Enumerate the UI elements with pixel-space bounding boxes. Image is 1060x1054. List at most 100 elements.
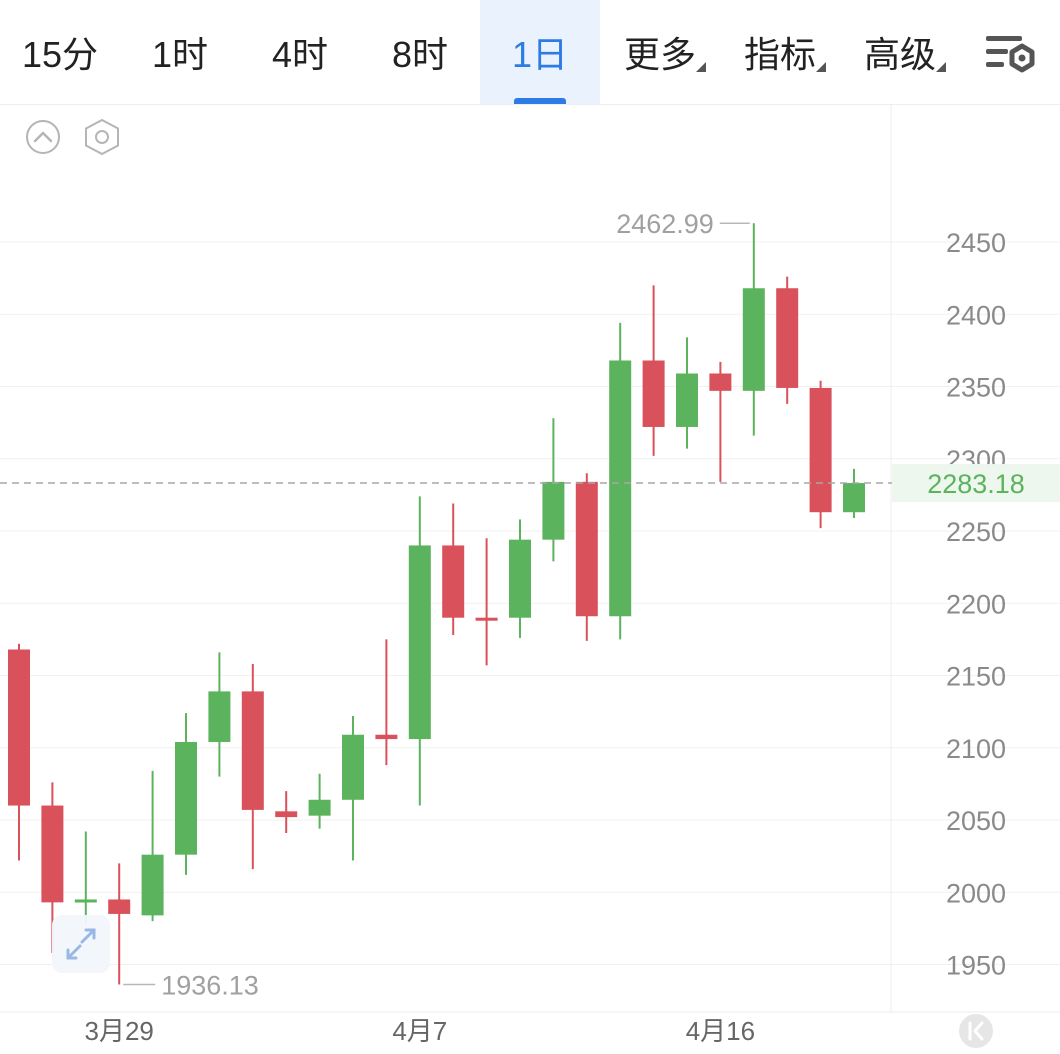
y-tick-label: 2000 bbox=[946, 878, 1006, 908]
candle bbox=[241, 663, 264, 870]
tab-label: 1时 bbox=[151, 34, 209, 75]
candle-body bbox=[442, 545, 465, 618]
tab-label: 15分 bbox=[21, 34, 99, 75]
dropdown-corner-icon bbox=[936, 62, 946, 72]
tab-more[interactable]: 更多 bbox=[600, 0, 720, 104]
y-tick-label: 2250 bbox=[946, 517, 1006, 547]
tab-8hour[interactable]: 8时 bbox=[360, 0, 480, 104]
scroll-to-latest-icon bbox=[968, 1021, 984, 1041]
y-tick-label: 2450 bbox=[946, 228, 1006, 258]
candle-body bbox=[542, 481, 565, 540]
candle bbox=[809, 380, 832, 529]
candle-body bbox=[175, 741, 197, 855]
candle-body bbox=[609, 360, 632, 617]
y-tick-label: 2100 bbox=[946, 734, 1006, 764]
scroll-to-latest-button[interactable] bbox=[959, 1014, 993, 1048]
candle-body bbox=[642, 360, 665, 427]
candle bbox=[141, 770, 164, 922]
dropdown-corner-icon bbox=[696, 62, 706, 72]
candle-body bbox=[342, 734, 364, 800]
current-price-label: 2283.18 bbox=[927, 469, 1025, 499]
candle-body bbox=[742, 288, 765, 391]
candle-body bbox=[843, 483, 865, 513]
candle-body bbox=[375, 734, 398, 740]
candle bbox=[375, 639, 398, 766]
tab-indicators[interactable]: 指标 bbox=[720, 0, 840, 104]
candle bbox=[342, 715, 364, 861]
expand-icon bbox=[66, 928, 96, 960]
x-tick-label: 4月16 bbox=[686, 1016, 755, 1046]
hexagon-settings-icon[interactable] bbox=[82, 118, 122, 156]
fullscreen-button[interactable] bbox=[52, 915, 110, 973]
candle bbox=[442, 503, 465, 636]
chart-settings-icon[interactable] bbox=[982, 30, 1038, 78]
candle bbox=[175, 713, 197, 875]
candle bbox=[776, 276, 799, 404]
tab-advanced[interactable]: 高级 bbox=[840, 0, 960, 104]
current-price-tag bbox=[892, 464, 1060, 503]
candle bbox=[108, 863, 131, 985]
y-tick-label: 2050 bbox=[946, 806, 1006, 836]
candle bbox=[408, 496, 431, 806]
candle bbox=[208, 652, 231, 777]
candle bbox=[74, 831, 97, 925]
x-tick-label: 3月29 bbox=[85, 1016, 154, 1046]
candle-body bbox=[776, 288, 799, 388]
y-tick-label: 2400 bbox=[946, 300, 1006, 330]
candle bbox=[642, 285, 665, 456]
y-tick-label: 2350 bbox=[946, 373, 1006, 403]
candle bbox=[575, 473, 598, 641]
candle-body bbox=[275, 811, 298, 818]
timeframe-toolbar: 15分 1时 4时 8时 1日 更多 指标 高级 bbox=[0, 0, 1060, 105]
candle-body bbox=[509, 539, 531, 618]
dropdown-corner-icon bbox=[816, 62, 826, 72]
fullscreen-button-bg bbox=[52, 915, 110, 973]
candle bbox=[475, 538, 498, 666]
tab-1day[interactable]: 1日 bbox=[480, 0, 600, 104]
candle-body bbox=[809, 387, 832, 513]
candle-body bbox=[241, 691, 264, 810]
candle bbox=[308, 773, 331, 829]
candle-body bbox=[74, 899, 97, 903]
y-tick-label: 2200 bbox=[946, 589, 1006, 619]
chart-overlay: 2462.99 1936.13 2283.18 bbox=[0, 209, 1060, 1001]
tab-label: 指标 bbox=[743, 34, 816, 75]
candle bbox=[709, 361, 732, 482]
tab-label: 4时 bbox=[271, 34, 329, 75]
candles bbox=[8, 223, 865, 985]
tab-1hour[interactable]: 1时 bbox=[120, 0, 240, 104]
candle-body bbox=[709, 373, 732, 391]
y-tick-label: 2150 bbox=[946, 662, 1006, 692]
min-price-label: 1936.13 bbox=[161, 971, 259, 1001]
candle bbox=[609, 322, 632, 640]
price-axis: 1950200020502100215022002250230023502400… bbox=[946, 228, 1006, 981]
tab-label: 1日 bbox=[511, 34, 569, 75]
tab-15min[interactable]: 15分 bbox=[0, 0, 120, 104]
candle bbox=[275, 791, 298, 834]
candle-body bbox=[676, 373, 698, 427]
tab-label: 高级 bbox=[863, 34, 936, 75]
candlestick-chart: 1950200020502100215022002250230023502400… bbox=[0, 105, 1060, 1048]
tab-4hour[interactable]: 4时 bbox=[240, 0, 360, 104]
y-tick-label: 1950 bbox=[946, 951, 1006, 981]
candle bbox=[509, 519, 531, 638]
time-axis: 3月29 4月7 4月16 bbox=[85, 1016, 756, 1046]
candle-body bbox=[141, 854, 164, 916]
candle-body bbox=[475, 617, 498, 621]
candle bbox=[843, 468, 865, 518]
candle-body bbox=[308, 799, 331, 816]
tab-label: 8时 bbox=[391, 34, 449, 75]
candle-body bbox=[8, 649, 30, 806]
candle bbox=[542, 418, 565, 562]
candle-body bbox=[408, 545, 431, 740]
candle bbox=[676, 337, 698, 449]
candle-body bbox=[41, 805, 64, 903]
candle bbox=[742, 223, 765, 436]
tab-label: 更多 bbox=[623, 34, 696, 75]
candle-body bbox=[108, 899, 131, 914]
chevron-up-circle-icon[interactable] bbox=[24, 118, 62, 156]
candle-body bbox=[208, 691, 231, 742]
candle-body bbox=[575, 481, 598, 617]
x-tick-label: 4月7 bbox=[392, 1016, 447, 1046]
max-price-label: 2462.99 bbox=[616, 209, 714, 239]
